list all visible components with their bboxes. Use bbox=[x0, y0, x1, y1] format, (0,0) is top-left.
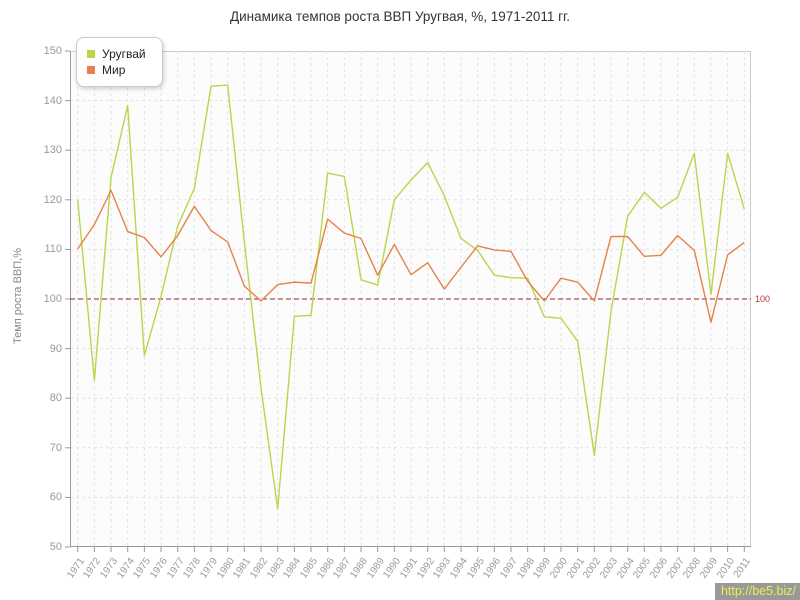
uruguay-line bbox=[77, 84, 745, 510]
y-tick-label: 140 bbox=[43, 94, 62, 107]
chart-plot bbox=[65, 50, 751, 552]
y-tick-label: 110 bbox=[44, 243, 62, 256]
legend-item-uruguay: Уругвай bbox=[87, 47, 146, 61]
y-tick-label: 80 bbox=[49, 392, 62, 405]
world-line bbox=[77, 189, 745, 324]
legend-item-world: Мир bbox=[87, 63, 146, 77]
y-tick-label: 70 bbox=[49, 441, 62, 454]
legend-label-world: Мир bbox=[102, 63, 126, 77]
axes bbox=[65, 50, 751, 552]
y-tick-label: 90 bbox=[49, 342, 62, 355]
page-title: Динамика темпов роста ВВП Уругвая, %, 19… bbox=[229, 9, 571, 24]
legend-label-uruguay: Уругвай bbox=[102, 47, 146, 61]
y-tick-label: 50 bbox=[49, 541, 62, 553]
y-tick-label: 60 bbox=[49, 491, 62, 504]
reference-line-label: 100 bbox=[755, 294, 771, 304]
world-swatch-icon bbox=[87, 66, 95, 74]
y-tick-label: 130 bbox=[43, 144, 62, 157]
y-tick-label: 150 bbox=[43, 45, 62, 57]
uruguay-swatch-icon bbox=[87, 50, 95, 58]
y-tick-label: 100 bbox=[43, 293, 62, 305]
watermark-link[interactable]: http://be5.biz/ bbox=[714, 583, 800, 600]
legend: Уругвай Мир bbox=[76, 37, 163, 87]
y-tick-label: 120 bbox=[43, 193, 62, 206]
